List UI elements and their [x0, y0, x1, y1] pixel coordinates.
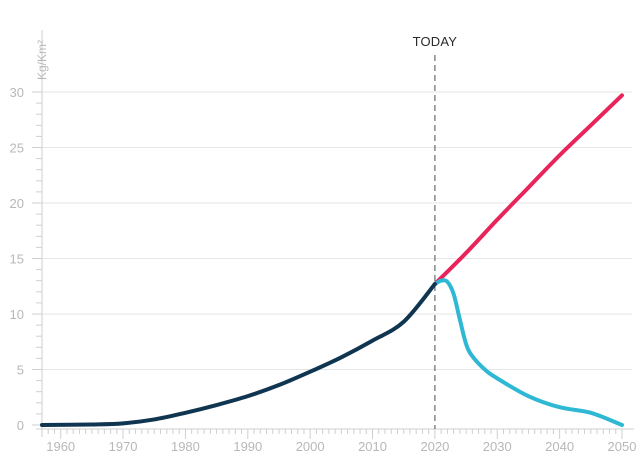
axes [36, 30, 634, 437]
x-tick-label-1980: 1980 [171, 439, 200, 454]
series-lines [40, 93, 624, 427]
x-tick-label-1970: 1970 [109, 439, 138, 454]
minor-ticks [32, 91, 623, 439]
x-tick-label-1960: 1960 [46, 439, 75, 454]
today-marker: TODAY [413, 34, 458, 429]
gridlines [42, 91, 632, 370]
y-tick-label-10: 10 [10, 307, 24, 322]
x-tick-label-2040: 2040 [545, 439, 574, 454]
x-tick-label-2020: 2020 [420, 439, 449, 454]
x-tick-label-2050: 2050 [608, 439, 637, 454]
y-tick-label-5: 5 [17, 363, 24, 378]
series-line-projection-high [432, 93, 624, 287]
series-line-projection-low [432, 278, 624, 427]
x-tick-label-2010: 2010 [358, 439, 387, 454]
y-tick-label-20: 20 [10, 196, 24, 211]
today-label: TODAY [413, 34, 458, 49]
y-tick-label-30: 30 [10, 85, 24, 100]
x-tick-label-2000: 2000 [296, 439, 325, 454]
y-tick-label-25: 25 [10, 141, 24, 156]
series-line-historical [40, 282, 437, 427]
y-tick-label-15: 15 [10, 252, 24, 267]
x-tick-label-2030: 2030 [483, 439, 512, 454]
tick-labels: 0 5 10 15 20 25 30 1960 1970 1980 1990 2000 2010 2020… [10, 85, 637, 454]
y-axis-label: Kg/Km² [35, 40, 49, 80]
y-tick-label-0: 0 [17, 418, 24, 433]
x-tick-label-1990: 1990 [233, 439, 262, 454]
